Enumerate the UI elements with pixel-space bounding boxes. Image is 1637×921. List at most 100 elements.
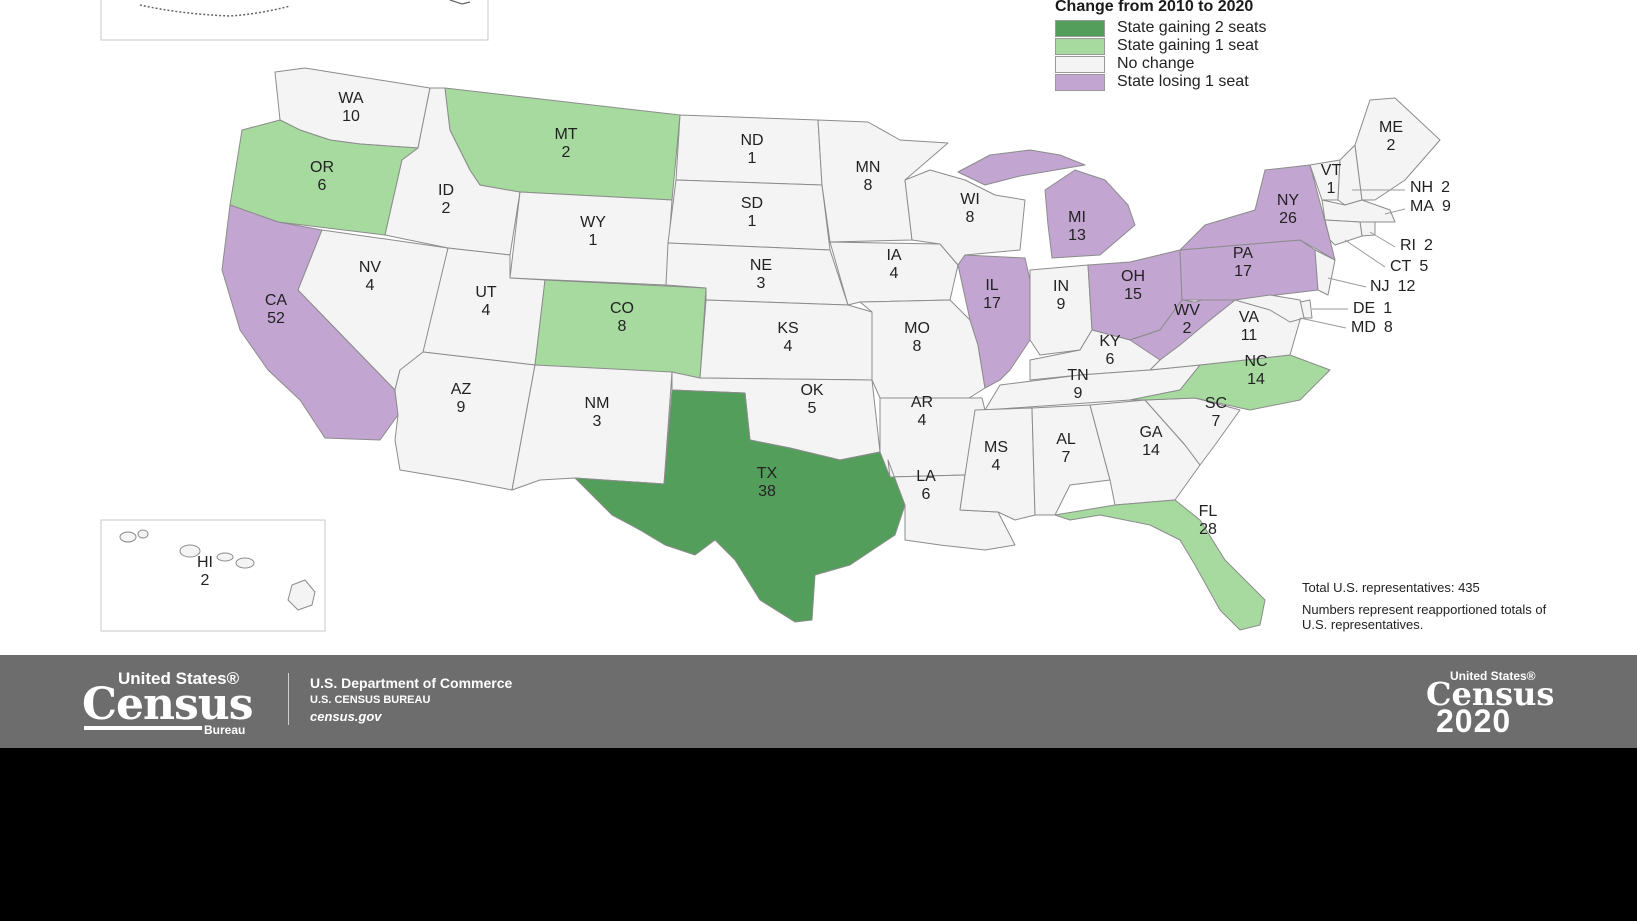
state-mi-upper[interactable] [957,149,1086,186]
state-label-hi: HI [197,554,213,571]
state-label-wv: WV [1174,302,1200,319]
state-label-il: IL [985,277,998,294]
state-ct[interactable] [1324,219,1363,246]
state-seats: 9 [1442,198,1451,215]
state-seats: 5 [1419,258,1428,275]
state-label-nj: NJ 12 [1370,278,1415,295]
state-hi[interactable] [287,579,316,611]
total-representatives-note: Total U.S. representatives: 435 [1302,580,1480,595]
state-label-mn: MN [856,159,881,176]
state-seats: 2 [1441,179,1450,196]
state-seats-wy: 1 [589,232,598,249]
state-label-ma: MA 9 [1410,198,1451,215]
footer-bar: United States® Census Bureau U.S. Depart… [0,655,1637,748]
state-seats: 2 [1424,237,1433,254]
state-seats-me: 2 [1387,137,1396,154]
state-seats-ky: 6 [1106,351,1115,368]
state-seats-az: 9 [457,399,466,416]
state-ny[interactable] [1179,164,1336,261]
footer-divider [288,673,289,725]
state-label-nh: NH 2 [1410,179,1450,196]
alaska-inset [100,0,489,41]
state-seats-ca: 52 [267,310,285,327]
state-seats: 8 [1384,319,1393,336]
leader-line-ma [1384,208,1406,215]
state-seats-ia: 4 [890,265,899,282]
state-seats-nv: 4 [366,277,375,294]
state-seats-ok: 5 [808,400,817,417]
state-fl[interactable] [1054,499,1266,631]
census-2020-logo: United States® Census 2020 [1424,669,1604,739]
state-label-co: CO [610,300,634,317]
state-nc[interactable] [1129,354,1331,411]
state-seats-mi: 13 [1068,227,1086,244]
state-label-or: OR [310,159,334,176]
state-hi-island [235,557,255,569]
state-abbr: MA [1410,198,1434,215]
state-label-tn: TN [1067,367,1088,384]
state-seats-co: 8 [618,318,627,335]
state-hi-island [137,529,149,539]
state-seats-or: 6 [318,177,327,194]
state-mi[interactable] [1044,169,1136,259]
census-bureau-logo[interactable]: United States® Census Bureau [82,669,267,737]
logo-united-states-text: United States® [118,669,240,688]
legend-swatch [1055,74,1105,91]
state-seats-mt: 2 [562,144,571,161]
census-2020-census-text: Census [1426,675,1555,713]
state-seats-nm: 3 [593,413,602,430]
state-label-de: DE 1 [1353,300,1392,317]
state-label-ne: NE [750,257,772,274]
state-label-ct: CT 5 [1390,258,1428,275]
legend-item-gain1: State gaining 1 seat [1055,37,1355,56]
state-seats-wv: 2 [1183,320,1192,337]
state-wi[interactable] [904,169,1026,266]
state-il[interactable] [957,254,1031,389]
state-label-ok: OK [800,382,823,399]
state-seats-fl: 28 [1199,521,1217,538]
state-seats-ga: 14 [1142,442,1160,459]
state-seats-ms: 4 [992,457,1001,474]
legend-label: State gaining 1 seat [1117,37,1259,54]
state-seats-vt: 1 [1327,180,1336,197]
state-seats-ne: 3 [757,275,766,292]
state-az[interactable] [394,351,536,491]
state-seats-wa: 10 [342,108,360,125]
state-tx[interactable] [574,389,906,623]
census-2020-united-states-text: United States® [1450,669,1536,683]
state-abbr: NJ [1370,278,1390,295]
state-seats-pa: 17 [1234,263,1252,280]
legend-swatch [1055,20,1105,37]
logo-census-text: Census [82,679,254,730]
state-ma[interactable] [1321,199,1396,223]
state-seats-wi: 8 [966,209,975,226]
state-label-ny: NY [1277,192,1300,209]
map-area: WA 10 OR 6 CA 52 NV 4 ID 2 MT 2 WY 1 UT 4 CO 8 AZ 9 NM 3 ND 1 SD… [0,0,1637,655]
state-label-va: VA [1239,309,1259,326]
state-md[interactable] [1234,294,1305,323]
state-label-in: IN [1053,278,1069,295]
state-abbr: RI [1400,237,1416,254]
state-seats-va: 11 [1241,327,1258,344]
legend-swatch [1055,38,1105,55]
legend-item-lose1: State losing 1 seat [1055,73,1355,92]
state-label-wi: WI [960,191,980,208]
state-me[interactable] [1354,97,1441,201]
state-seats-nc: 14 [1247,371,1265,388]
website-link[interactable]: census.gov [310,709,382,724]
state-label-ca: CA [265,292,288,309]
state-label-ms: MS [984,439,1008,456]
state-label-oh: OH [1121,268,1145,285]
state-mo[interactable] [859,299,986,401]
state-nj[interactable] [1314,249,1336,296]
state-label-sc: SC [1205,395,1227,412]
state-label-mo: MO [904,320,930,337]
state-label-mi: MI [1068,209,1086,226]
state-label-ks: KS [777,320,798,337]
state-seats-ny: 26 [1279,210,1297,227]
state-label-ut: UT [475,284,497,301]
state-label-vt: VT [1321,162,1342,179]
state-label-wy: WY [580,214,606,231]
census-2020-year-text: 2020 [1436,703,1512,739]
